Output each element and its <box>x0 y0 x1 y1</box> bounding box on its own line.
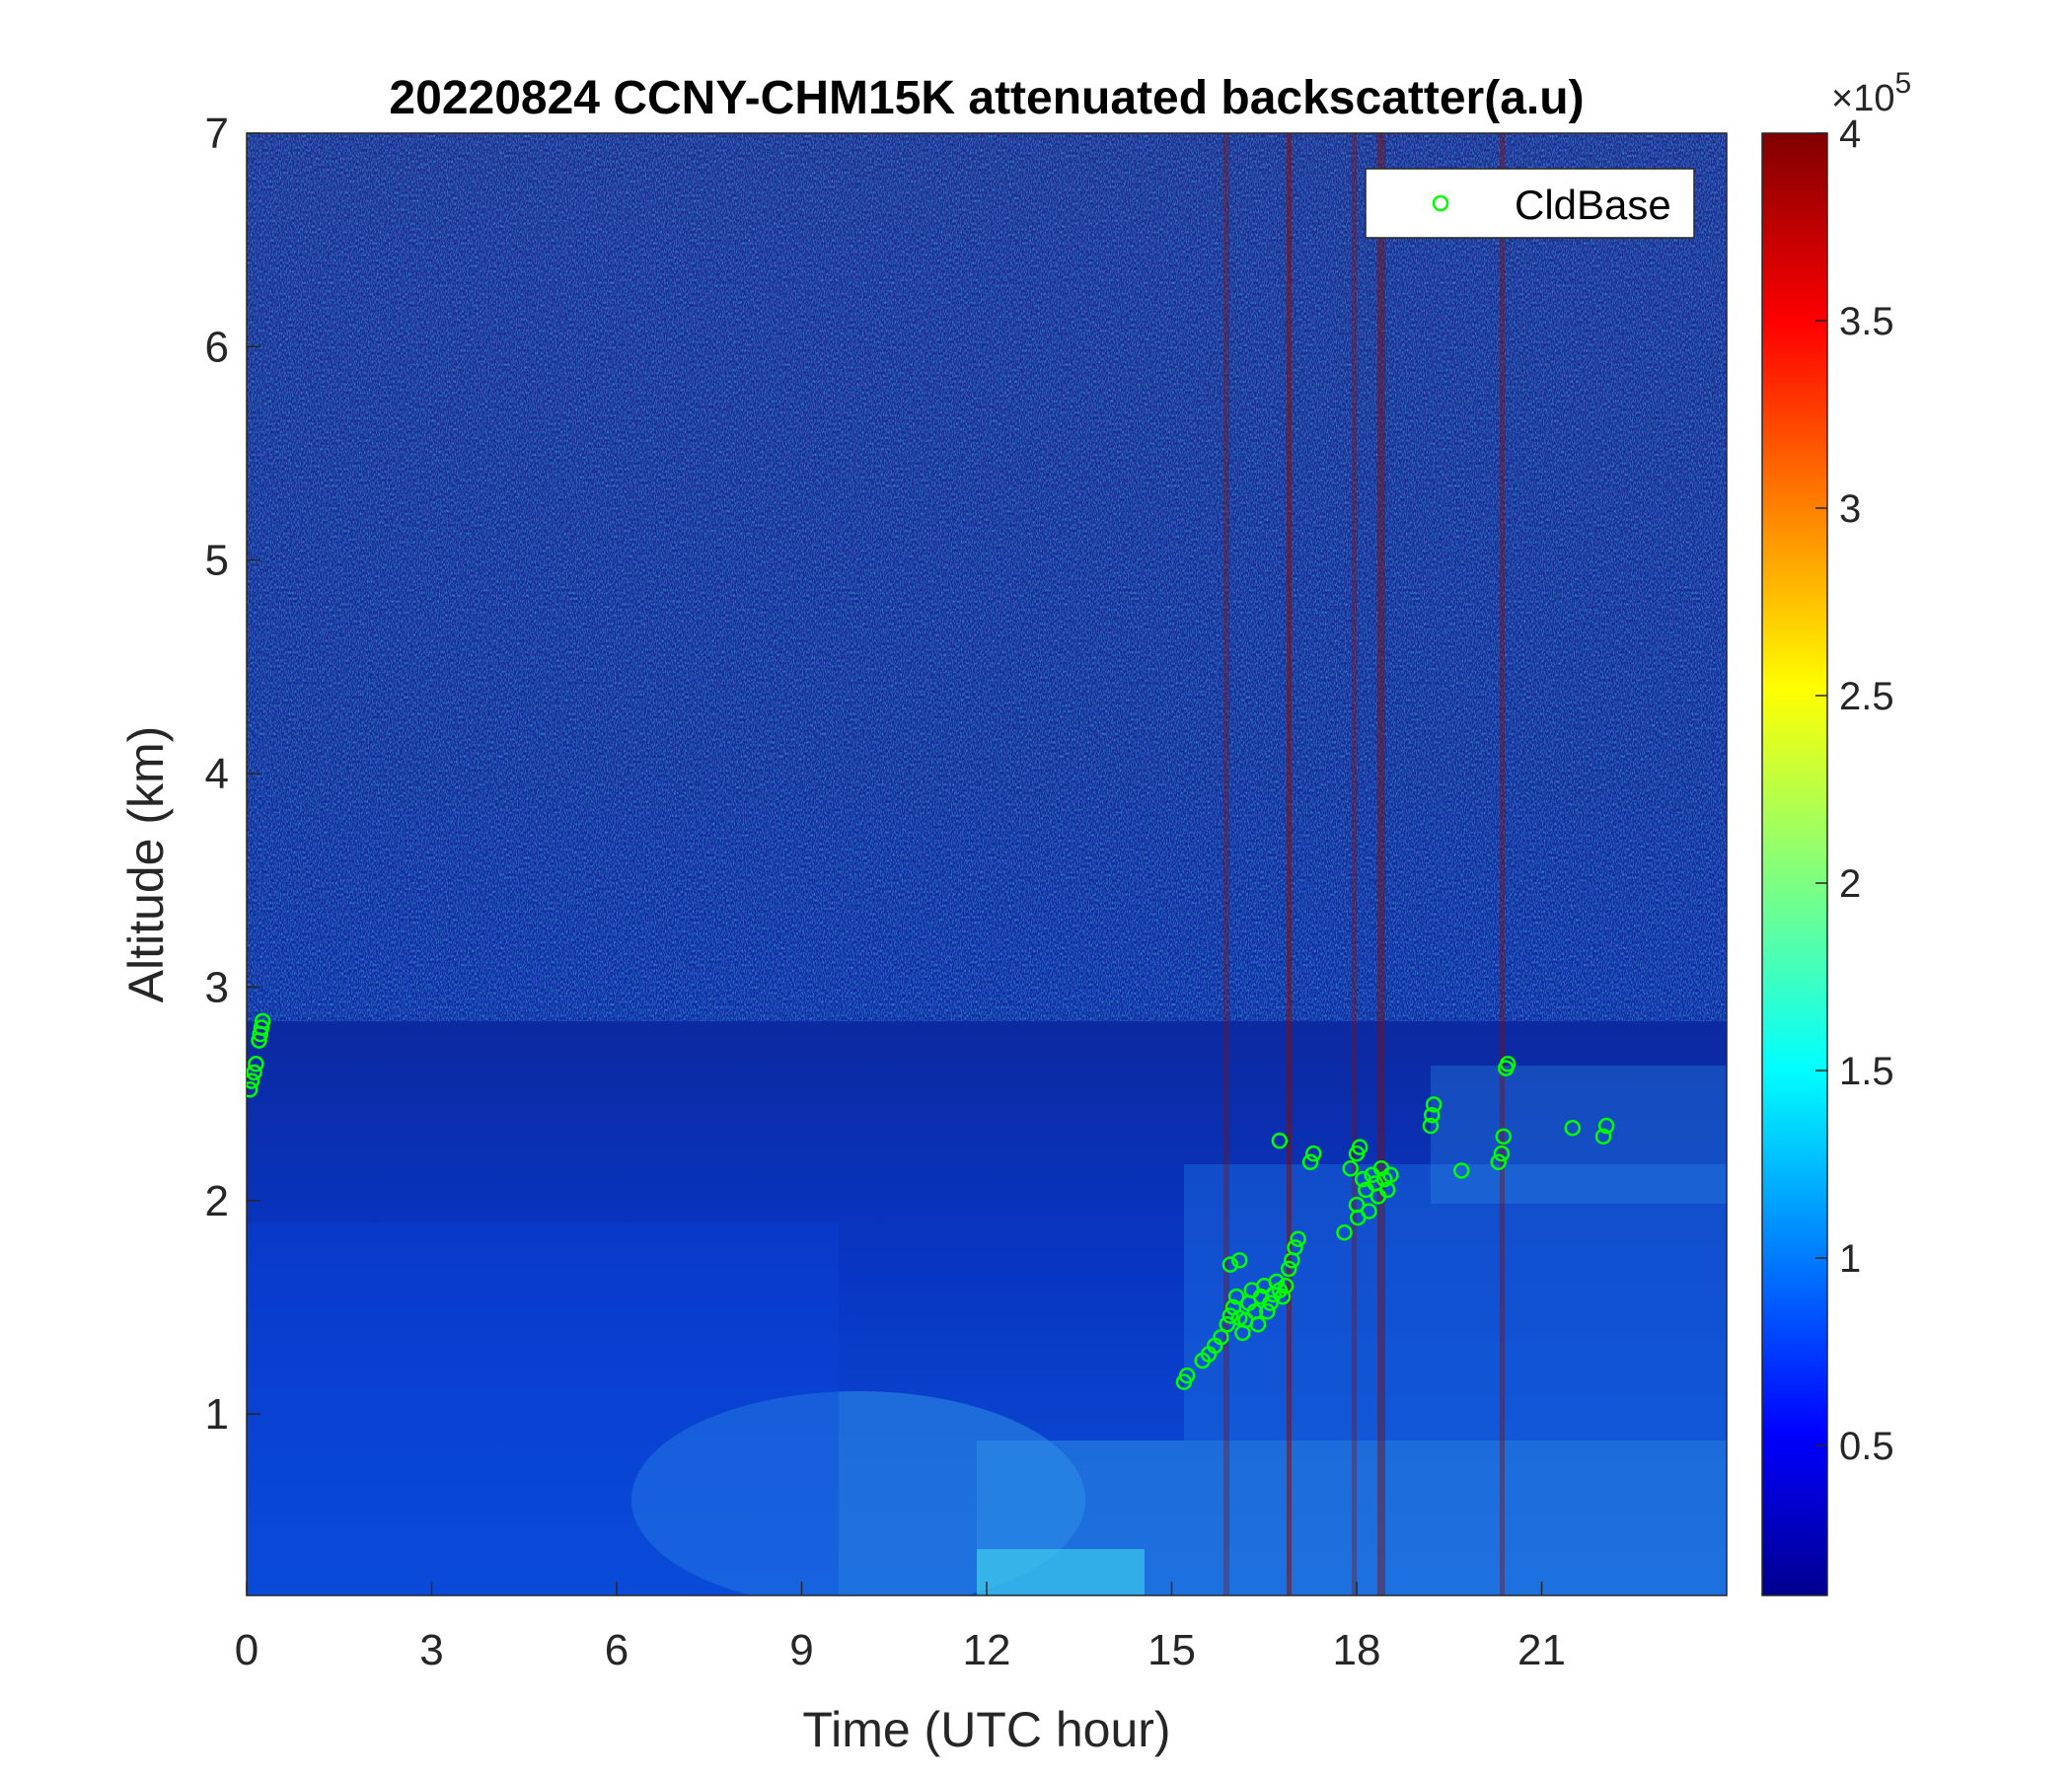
x-tick-label: 0 <box>235 1626 259 1674</box>
cldbase-point <box>1597 1117 1615 1135</box>
cldbase-point <box>1277 1278 1295 1295</box>
colorbar-tick-label: 1.5 <box>1839 1050 1894 1093</box>
cldbase-point <box>1453 1162 1470 1179</box>
cldbase-point <box>1271 1132 1289 1149</box>
colorbar-multiplier-exponent: 5 <box>1894 67 1911 100</box>
cldbase-point <box>248 1056 264 1073</box>
cldbase-point <box>1249 1315 1267 1333</box>
cldbase-point <box>1274 1288 1292 1305</box>
y-tick-label: 7 <box>205 110 229 158</box>
cldbase-point <box>1498 1060 1515 1076</box>
y-axis-ticks: 1 2 3 4 5 6 7 <box>205 110 260 1439</box>
cldbase-point <box>1262 1295 1279 1311</box>
cldbase-point <box>1227 1288 1245 1305</box>
cldbase-point <box>1281 1260 1297 1278</box>
cldbase-point <box>1495 1128 1512 1146</box>
y-tick-label: 5 <box>205 537 229 585</box>
cldbase-point <box>1564 1119 1581 1137</box>
x-tick-label: 18 <box>1333 1626 1381 1674</box>
x-tick-label: 9 <box>789 1626 813 1674</box>
cldbase-point <box>1213 1328 1229 1346</box>
x-tick-label: 3 <box>419 1626 443 1674</box>
x-axis-label: Time (UTC hour) <box>802 1702 1170 1757</box>
x-tick-label: 12 <box>963 1626 1011 1674</box>
chart-title: 20220824 CCNY-CHM15K attenuated backscat… <box>389 72 1584 124</box>
colorbar-tick-label: 3.5 <box>1839 300 1894 343</box>
colorbar-tick-label: 0.5 <box>1839 1425 1894 1468</box>
x-axis-ticks: 0 3 6 9 12 15 18 21 <box>235 1582 1566 1674</box>
cldbase-point <box>1422 1117 1440 1135</box>
cldbase-point <box>1490 1153 1507 1171</box>
cldbase-point <box>247 1073 260 1089</box>
backscatter-heatmap <box>247 133 1727 1595</box>
cldbase-point <box>1493 1145 1511 1162</box>
cldbase-point <box>1231 1252 1248 1269</box>
cldbase-point <box>253 1019 270 1036</box>
y-tick-label: 4 <box>205 750 229 798</box>
cldbase-point <box>247 1064 262 1081</box>
cldbase-point <box>1305 1145 1322 1162</box>
legend-box <box>1365 168 1695 239</box>
cldbase-point <box>247 1081 259 1098</box>
cldbase-point <box>1382 1166 1399 1184</box>
cldbase-point <box>1342 1160 1359 1177</box>
colorbar: 0.5 1 1.5 2 2.5 3 3.5 4 ×105 <box>1761 67 1911 1596</box>
y-tick-label: 1 <box>205 1390 229 1439</box>
colorbar-tick-label: 2 <box>1839 862 1861 906</box>
cldbase-point <box>255 1012 271 1030</box>
legend: CldBase <box>1365 168 1695 239</box>
cldbase-point <box>1301 1153 1319 1171</box>
x-tick-label: 6 <box>605 1626 629 1674</box>
cldbase-point <box>1350 1209 1367 1226</box>
colorbar-ticks: 0.5 1 1.5 2 2.5 3 3.5 4 <box>1815 112 1894 1468</box>
cldbase-point <box>1594 1128 1612 1146</box>
cldbase-point <box>1221 1307 1239 1324</box>
cldbase-point <box>1336 1223 1353 1241</box>
colorbar-tick-label: 4 <box>1839 112 1861 156</box>
cldbase-point <box>1221 1256 1239 1273</box>
y-tick-label: 3 <box>205 963 229 1011</box>
cldbase-point <box>1351 1139 1369 1155</box>
colorbar-multiplier-base: ×10 <box>1831 78 1894 119</box>
cldbase-point <box>1287 1239 1303 1256</box>
cldbase-point <box>1379 1181 1396 1199</box>
colorbar-tick-label: 3 <box>1839 487 1861 531</box>
legend-label-cldbase: CldBase <box>1515 182 1671 228</box>
cldbase-point <box>1268 1273 1285 1291</box>
colorbar-tick-label: 1 <box>1839 1237 1861 1281</box>
cldbase-point <box>1178 1367 1196 1384</box>
y-tick-label: 6 <box>205 323 229 371</box>
colorbar-gradient <box>1761 132 1828 1596</box>
y-tick-label: 2 <box>205 1177 229 1225</box>
cldbase-point <box>1290 1230 1306 1247</box>
colorbar-multiplier: ×105 <box>1831 67 1911 119</box>
cldbase-point <box>1425 1096 1443 1113</box>
x-tick-label: 15 <box>1147 1626 1196 1674</box>
cldbase-point <box>1424 1106 1441 1124</box>
y-axis-label: Altitude (km) <box>118 726 174 1003</box>
legend-marker-cldbase <box>1432 194 1449 212</box>
colorbar-tick-label: 2.5 <box>1839 675 1894 718</box>
cldbase-point <box>1259 1303 1276 1320</box>
x-tick-label: 21 <box>1517 1626 1566 1674</box>
cldbase-markers <box>247 1012 1615 1390</box>
cldbase-point <box>1219 1315 1235 1333</box>
